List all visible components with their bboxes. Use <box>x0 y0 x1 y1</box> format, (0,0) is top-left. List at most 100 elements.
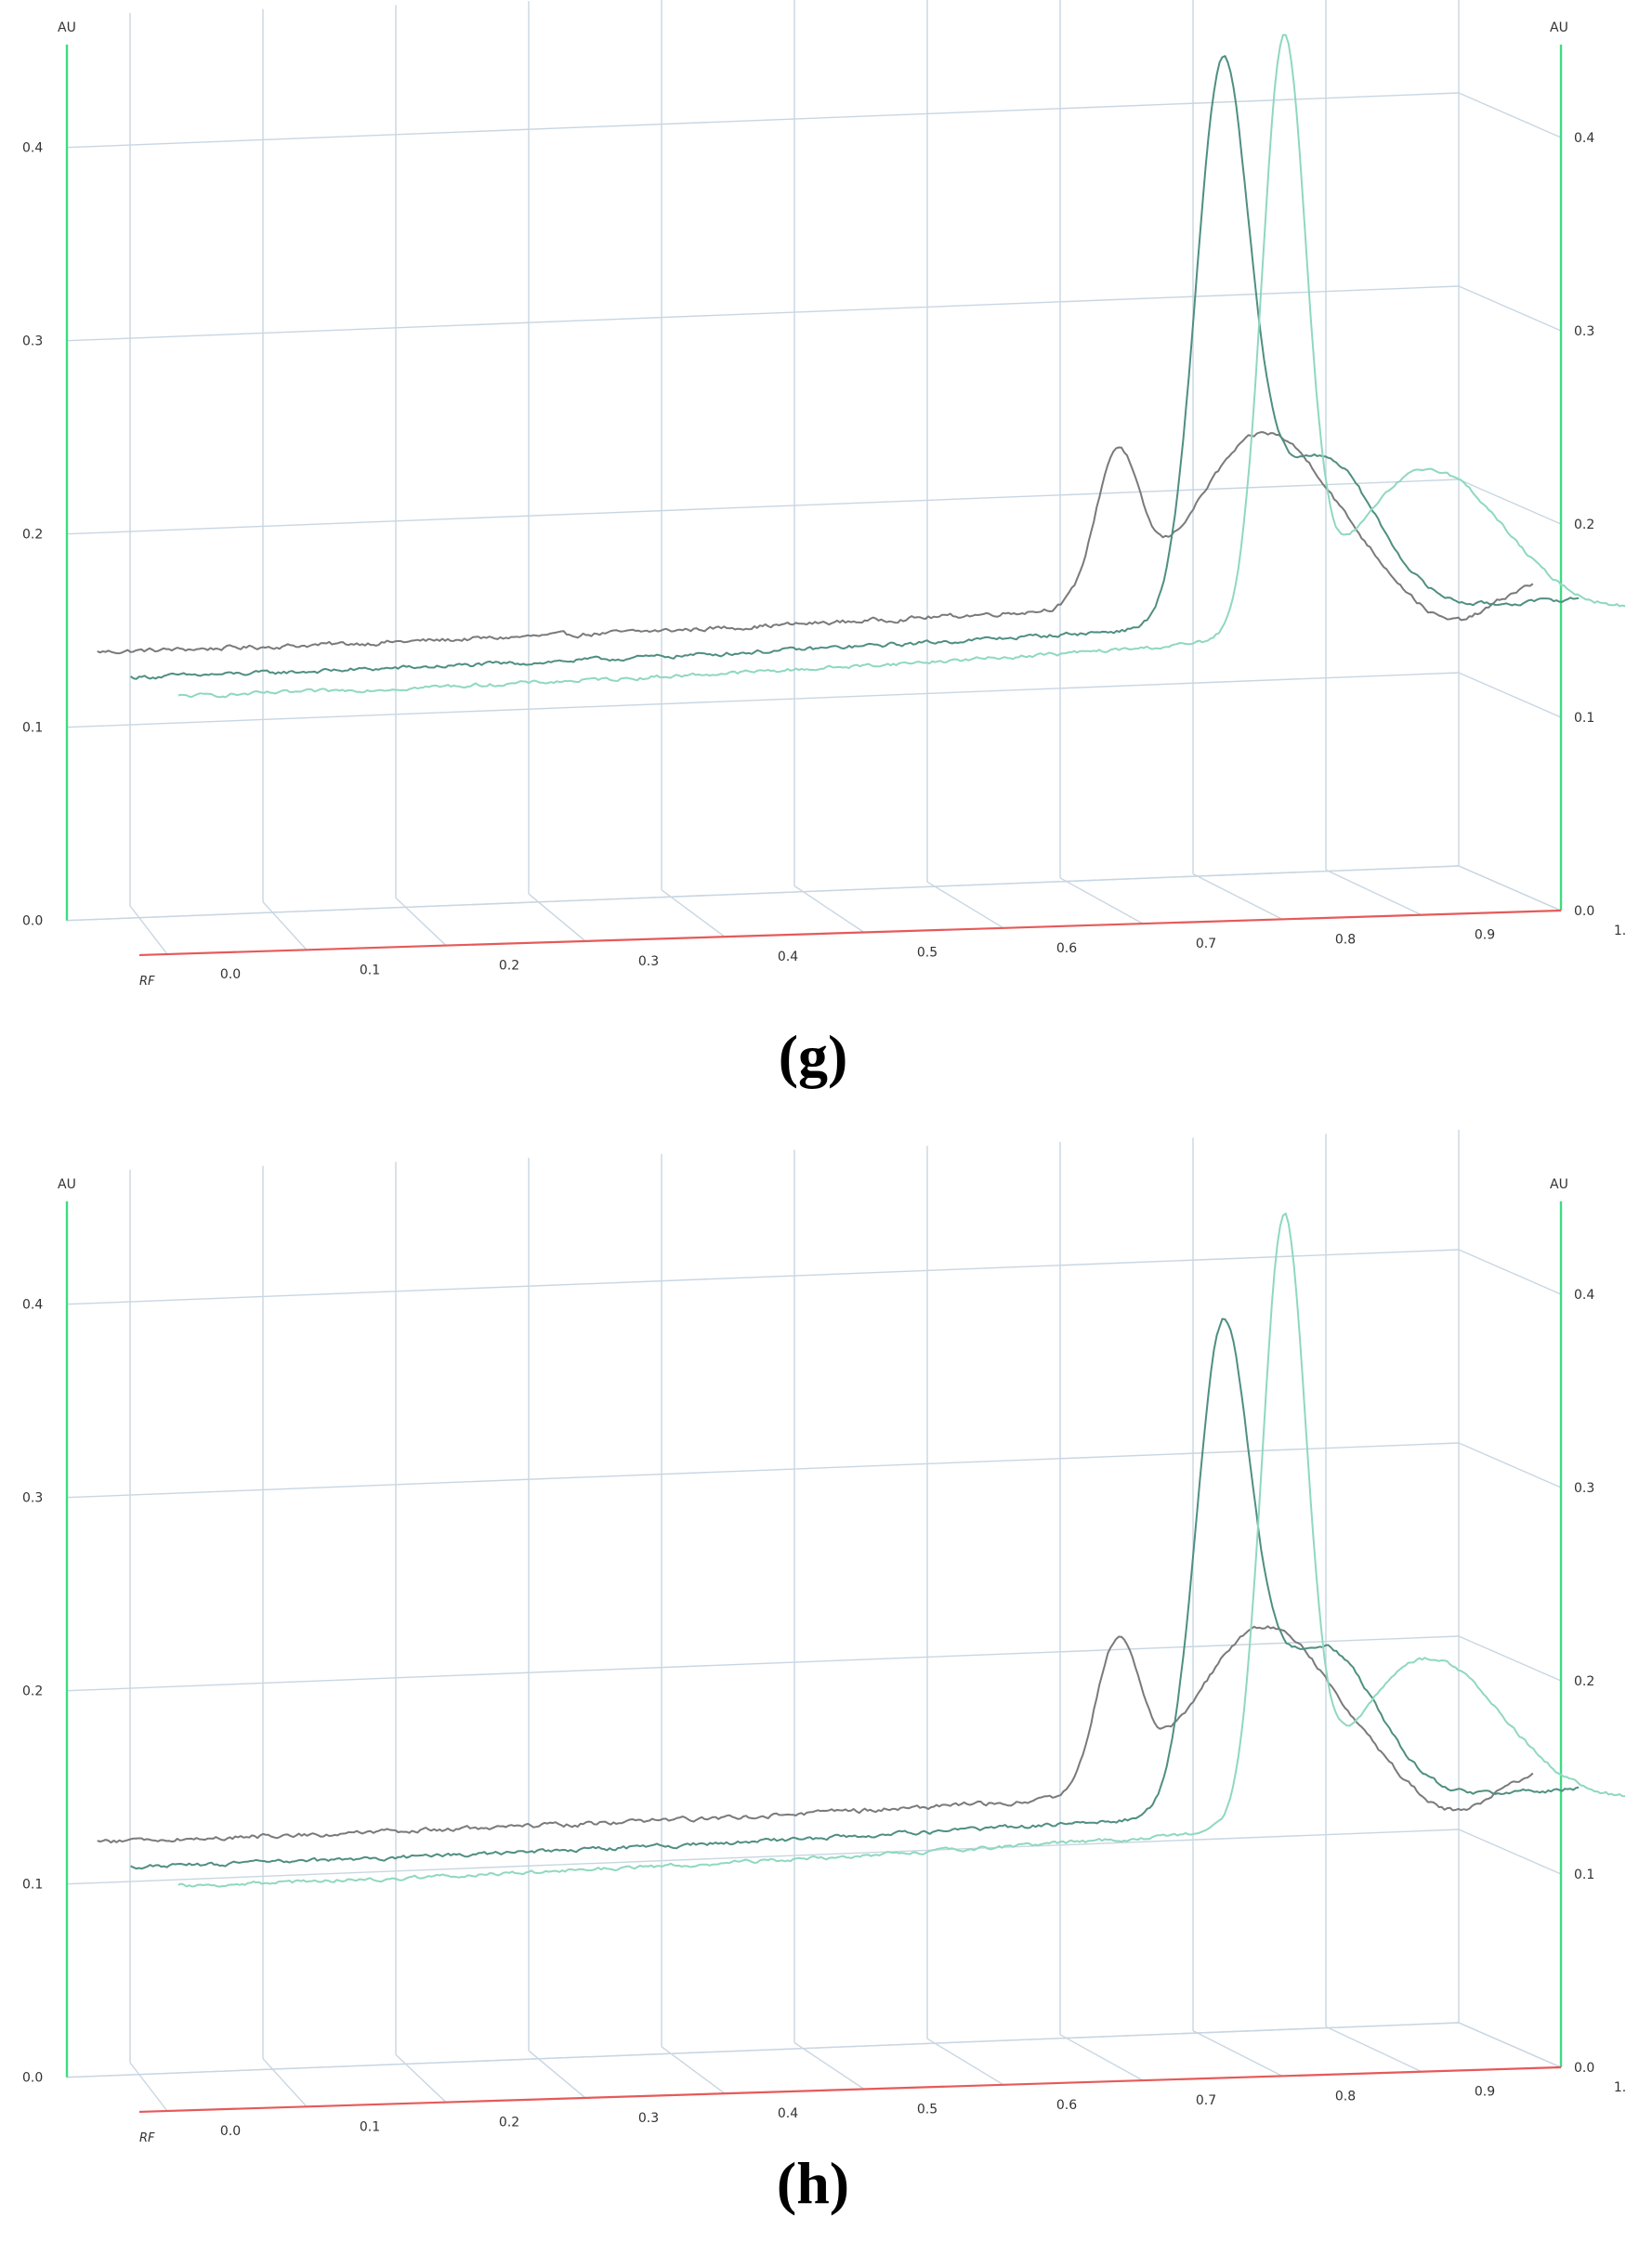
axis-unit-left: AU <box>58 1177 76 1192</box>
axis-rf <box>138 909 1562 957</box>
y-tick-left-3: 0.3 <box>22 1491 43 1506</box>
chart-h: AU AU 0.0 0.0 0.1 0.1 0.2 0.2 0.3 0.3 0.4 0.4 0.0 0.1… <box>22 1130 1626 2145</box>
x-tick-7: 0.7 <box>1196 937 1216 951</box>
panel-caption-g: (g) <box>778 1023 848 1089</box>
gridline-floor-10 <box>1458 865 1562 911</box>
gridline-back-2 <box>66 479 1460 535</box>
gridline-floor-5 <box>793 2041 865 2091</box>
y-tick-left-0: 0.0 <box>22 914 43 929</box>
axis-rf <box>138 2065 1562 2114</box>
y-tick-left-2: 0.2 <box>22 1685 43 1699</box>
x-tick-2: 0.2 <box>499 959 519 974</box>
series-line-0 <box>97 1625 1534 1844</box>
gridline-floor-7 <box>1059 877 1144 924</box>
y-tick-left-2: 0.2 <box>22 528 43 543</box>
x-tick-9: 0.9 <box>1475 2085 1495 2100</box>
x-tick-5: 0.5 <box>917 946 938 961</box>
x-axis-label: RF <box>139 2131 155 2145</box>
gridline-floor-7 <box>1059 2034 1144 2081</box>
gridline-side-4 <box>1458 92 1562 138</box>
y-tick-right-2: 0.2 <box>1574 1674 1594 1689</box>
chart-panel-g: AU AU 0.0 0.0 0.1 0.1 0.2 0.2 0.3 0.3 0.4 0.4 0.0 0.1… <box>22 0 1626 1089</box>
gridline-side-2 <box>1458 479 1562 525</box>
y-tick-right-2: 0.2 <box>1574 518 1594 532</box>
gridline-floor-6 <box>926 881 1004 929</box>
x-tick-6: 0.6 <box>1056 941 1077 956</box>
floor-back-edge <box>66 865 1460 922</box>
gridline-back-1 <box>66 672 1460 728</box>
floor-back-edge <box>66 2022 1460 2078</box>
gridline-floor-4 <box>661 2046 726 2094</box>
axis-unit-right: AU <box>1550 20 1568 35</box>
gridline-floor-9 <box>1325 2025 1423 2073</box>
x-tick-5: 0.5 <box>917 2103 938 2117</box>
gridline-side-1 <box>1458 1829 1562 1875</box>
y-tick-right-4: 0.4 <box>1574 131 1594 146</box>
series-line-1 <box>130 55 1580 680</box>
x-tick-0: 0.0 <box>220 2124 241 2139</box>
x-tick-8: 0.8 <box>1335 2089 1356 2104</box>
y-tick-right-1: 0.1 <box>1574 1868 1594 1882</box>
x-tick-3: 0.3 <box>638 2111 659 2126</box>
gridline-side-2 <box>1458 1635 1562 1682</box>
x-tick-10: 1.0 <box>1614 924 1626 938</box>
gridline-floor-2 <box>395 897 447 947</box>
gridline-floor-8 <box>1192 872 1283 921</box>
y-tick-left-4: 0.4 <box>22 1298 43 1313</box>
gridline-back-4 <box>66 92 1460 149</box>
axis-unit-right: AU <box>1550 1177 1568 1192</box>
x-tick-2: 0.2 <box>499 2116 519 2130</box>
chart-panel-h: AU AU 0.0 0.0 0.1 0.1 0.2 0.2 0.3 0.3 0.4 0.4 0.0 0.1… <box>0 1130 1626 2268</box>
y-tick-left-3: 0.3 <box>22 334 43 349</box>
gridline-back-3 <box>66 1442 1460 1499</box>
grid-lines <box>66 1130 1562 2112</box>
gridline-floor-9 <box>1325 869 1423 916</box>
x-tick-1: 0.1 <box>360 963 380 977</box>
gridline-side-1 <box>1458 672 1562 718</box>
y-tick-right-3: 0.3 <box>1574 1481 1594 1496</box>
gridline-floor-1 <box>262 901 308 950</box>
gridline-floor-4 <box>661 889 726 937</box>
series-line-0 <box>97 431 1534 655</box>
y-tick-right-0: 0.0 <box>1574 904 1594 919</box>
y-tick-left-1: 0.1 <box>22 721 43 736</box>
x-tick-9: 0.9 <box>1475 928 1495 943</box>
gridline-side-4 <box>1458 1249 1562 1295</box>
x-tick-3: 0.3 <box>638 954 659 969</box>
axis-unit-left: AU <box>58 20 76 35</box>
gridline-floor-5 <box>793 885 865 934</box>
x-tick-8: 0.8 <box>1335 932 1356 947</box>
gridline-floor-0 <box>129 905 168 955</box>
x-tick-1: 0.1 <box>360 2119 380 2134</box>
gridline-floor-2 <box>395 2053 447 2104</box>
x-tick-4: 0.4 <box>778 2106 798 2121</box>
y-tick-left-0: 0.0 <box>22 2071 43 2086</box>
y-tick-right-1: 0.1 <box>1574 711 1594 726</box>
chart-g: AU AU 0.0 0.0 0.1 0.1 0.2 0.2 0.3 0.3 0.4 0.4 0.0 0.1… <box>22 0 1626 989</box>
gridline-back-1 <box>66 1829 1460 1885</box>
x-tick-7: 0.7 <box>1196 2093 1216 2108</box>
gridline-floor-8 <box>1192 2029 1283 2078</box>
x-tick-10: 1.0 <box>1614 2080 1626 2095</box>
gridline-floor-0 <box>129 2062 168 2112</box>
gridline-back-4 <box>66 1249 1460 1305</box>
gridline-floor-6 <box>926 2038 1004 2086</box>
series-line-2 <box>177 1213 1626 1888</box>
y-tick-left-1: 0.1 <box>22 1878 43 1893</box>
gridline-floor-1 <box>262 2058 308 2107</box>
y-tick-right-3: 0.3 <box>1574 324 1594 339</box>
y-tick-left-4: 0.4 <box>22 141 43 156</box>
x-tick-4: 0.4 <box>778 950 798 964</box>
gridline-side-3 <box>1458 1442 1562 1488</box>
gridline-floor-10 <box>1458 2022 1562 2068</box>
y-tick-right-4: 0.4 <box>1574 1288 1594 1303</box>
series-line-1 <box>130 1318 1580 1870</box>
x-axis-label: RF <box>139 975 155 989</box>
x-tick-6: 0.6 <box>1056 2098 1077 2113</box>
gridline-back-3 <box>66 285 1460 342</box>
series-line-2 <box>177 33 1626 699</box>
panel-caption-h: (h) <box>776 2150 850 2216</box>
gridline-back-2 <box>66 1635 1460 1692</box>
y-tick-right-0: 0.0 <box>1574 2061 1594 2076</box>
x-tick-0: 0.0 <box>220 967 241 982</box>
